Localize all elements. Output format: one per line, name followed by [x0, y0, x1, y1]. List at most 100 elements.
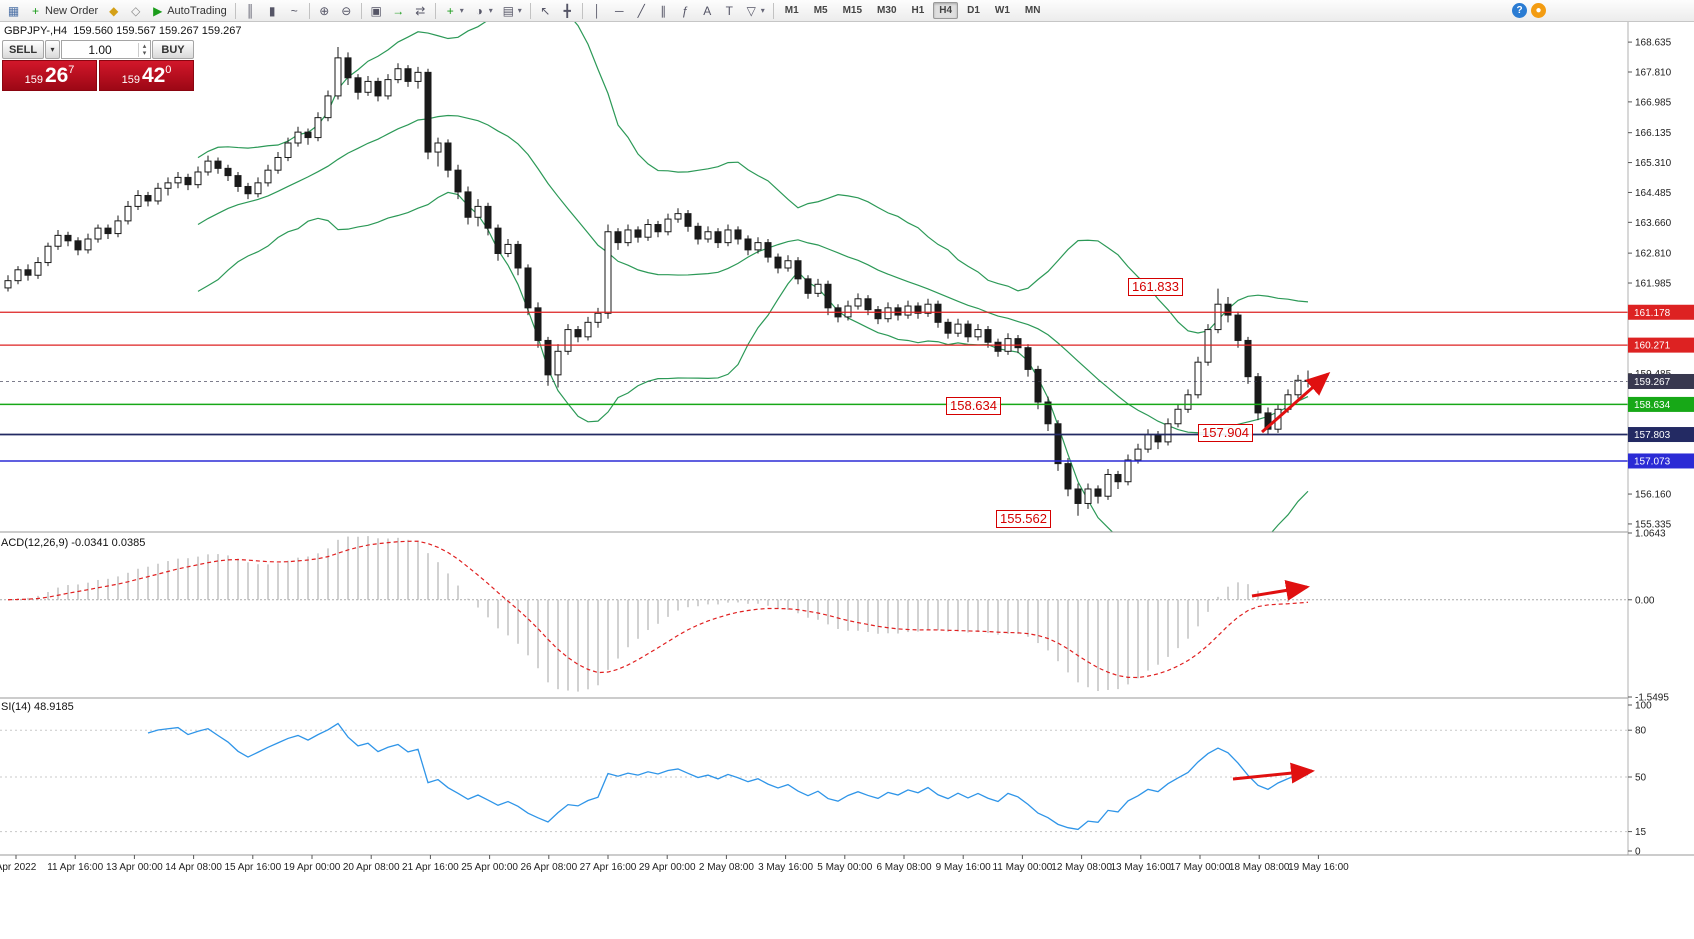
buy-price-big: 42 [141, 64, 166, 87]
horizontal-line-icon[interactable]: ─ [609, 1, 630, 20]
timeframe-h1[interactable]: H1 [911, 5, 925, 16]
toolbar-separator [234, 2, 236, 19]
autotrading-button[interactable]: ▶ AutoTrading [147, 1, 231, 20]
macd-signal-line [7, 540, 1309, 679]
time-axis-label: 5 May 00:00 [817, 862, 872, 873]
crosshair-icon-glyph: ╋ [563, 3, 571, 18]
bar-chart-icon[interactable]: ║ [240, 1, 261, 20]
new-order-button[interactable]: + New Order [25, 1, 102, 20]
alerts-icon-glyph: ◇ [131, 3, 141, 18]
candlestick-chart-icon-glyph: ▮ [268, 3, 276, 18]
community-icon[interactable]: ● [1531, 3, 1546, 18]
timeframe-mn[interactable]: MN [1024, 5, 1041, 16]
timeframe-m15[interactable]: M15 [842, 5, 863, 16]
toolbar-separator [308, 2, 310, 19]
zoom-out-icon[interactable]: ⊖ [336, 1, 357, 20]
time-axis-label: 27 Apr 16:00 [580, 862, 637, 873]
timeframe-m5[interactable]: M5 [813, 5, 828, 16]
chart-canvas[interactable]: 168.635 167.810 166.985 166.135 165.310 164.4… [0, 22, 1694, 939]
volume-field[interactable]: 1.00 ▴ ▾ [61, 40, 151, 59]
time-axis-label: 26 Apr 08:00 [520, 862, 577, 873]
alerts-icon[interactable]: ◇ [125, 1, 146, 20]
horizontal-line-icon-glyph: ─ [615, 3, 624, 18]
tile-windows-icon[interactable]: ▣ [366, 1, 387, 20]
chart-window-icon[interactable]: ▦ [3, 1, 24, 20]
time-axis-label: Apr 2022 [0, 862, 37, 873]
macd-label: ACD(12,26,9) -0.0341 0.0385 [1, 537, 146, 549]
indicators-icon[interactable]: + ▾ [440, 1, 468, 20]
chart-window-icon-glyph: ▦ [7, 3, 20, 18]
text-icon[interactable]: A [697, 1, 718, 20]
time-axis-label: 21 Apr 16:00 [402, 862, 459, 873]
timeframe-h4[interactable]: H4 [933, 2, 959, 19]
axis-badge-label: 161.178 [1634, 308, 1671, 319]
axis-badge-label: 157.803 [1634, 430, 1671, 441]
sell-button[interactable]: SELL [2, 40, 44, 59]
price-callout[interactable]: 161.833 [1128, 278, 1183, 296]
tile-windows-icon-glyph: ▣ [370, 3, 382, 18]
rsi-axis-label: 15 [1635, 827, 1647, 838]
zoom-in-icon[interactable]: ⊕ [314, 1, 335, 20]
time-axis-label: 12 May 08:00 [1051, 862, 1112, 873]
price-callout[interactable]: 155.562 [996, 510, 1051, 528]
macd-axis-label: 1.0643 [1635, 529, 1666, 540]
trend-arrows[interactable] [1232, 372, 1331, 784]
label-icon[interactable]: T [719, 1, 740, 20]
price-tick-label: 167.810 [1635, 67, 1672, 78]
chart-shift-icon[interactable]: ⇄ [410, 1, 431, 20]
vertical-line-icon-glyph: │ [593, 3, 602, 18]
crosshair-icon[interactable]: ╋ [557, 1, 578, 20]
equidistant-channel-icon[interactable]: ∥ [653, 1, 674, 20]
price-axis[interactable]: 168.635 167.810 166.985 166.135 165.310 164.4… [0, 22, 1694, 873]
text-icon-glyph: A [703, 3, 712, 18]
time-axis-label: 29 Apr 00:00 [639, 862, 696, 873]
time-axis-label: 17 May 00:00 [1170, 862, 1231, 873]
macd-axis-label: -1.5495 [1635, 693, 1669, 704]
help-icon[interactable]: ? [1512, 3, 1527, 18]
auto-scroll-icon-glyph: → [392, 3, 405, 18]
order-options-button[interactable]: ▾ [45, 40, 60, 59]
fibonacci-icon[interactable]: ƒ [675, 1, 696, 20]
one-click-trading-panel: SELL ▾ 1.00 ▴ ▾ BUY 159 26 7 159 42 0 [2, 40, 194, 91]
price-callout[interactable]: 158.634 [946, 397, 1001, 415]
auto-scroll-icon[interactable]: → [388, 1, 409, 20]
candles-layer [4, 46, 1312, 516]
toolbar-separator [360, 2, 362, 19]
trendline-icon[interactable]: ╱ [631, 1, 652, 20]
price-tick-label: 163.660 [1635, 218, 1672, 229]
timeframe-m1[interactable]: M1 [784, 5, 799, 16]
macd-axis-label: 0.00 [1635, 595, 1655, 606]
price-tick-label: 164.485 [1635, 188, 1672, 199]
new-order-button-label: New Order [45, 4, 99, 17]
buy-button[interactable]: BUY [152, 40, 194, 59]
arrows-tool-icon[interactable]: ▽ ▾ [741, 1, 769, 20]
timeframe-m30[interactable]: M30 [877, 5, 897, 16]
trend-arrow[interactable] [1251, 580, 1310, 601]
chart-area[interactable]: 168.635 167.810 166.985 166.135 165.310 164.4… [0, 22, 1694, 939]
periods-icon[interactable]: ◑ ▾ [469, 1, 497, 20]
horizontal-lines[interactable] [0, 311, 1628, 462]
vertical-line-icon[interactable]: │ [587, 1, 608, 20]
sell-price-box[interactable]: 159 26 7 [2, 60, 97, 91]
volume-spinner[interactable]: ▴ ▾ [138, 42, 150, 57]
cursor-icon[interactable]: ↖ [535, 1, 556, 20]
equidistant-channel-icon-glyph: ∥ [660, 3, 667, 18]
rsi-line [147, 722, 1309, 831]
buy-price-box[interactable]: 159 42 0 [99, 60, 194, 91]
spinner-down-icon[interactable]: ▾ [142, 49, 147, 57]
price-tick-label: 161.985 [1635, 279, 1672, 290]
time-axis-label: 11 May 00:00 [992, 862, 1052, 873]
metaeditor-icon[interactable]: ◆ [103, 1, 124, 20]
bollinger-bands [197, 22, 1309, 532]
time-axis-label: 25 Apr 00:00 [461, 862, 518, 873]
line-chart-icon[interactable]: ~ [284, 1, 305, 20]
price-callout[interactable]: 157.904 [1198, 424, 1253, 442]
candlestick-chart-icon[interactable]: ▮ [262, 1, 283, 20]
toolbar-separator [772, 2, 774, 19]
timeframe-d1[interactable]: D1 [967, 5, 980, 16]
spinner-up-icon[interactable]: ▴ [142, 42, 147, 50]
trend-arrow[interactable] [1232, 762, 1315, 784]
trend-arrow[interactable] [1261, 372, 1331, 434]
templates-icon[interactable]: ▤ ▾ [498, 1, 526, 20]
timeframe-w1[interactable]: W1 [994, 5, 1010, 16]
